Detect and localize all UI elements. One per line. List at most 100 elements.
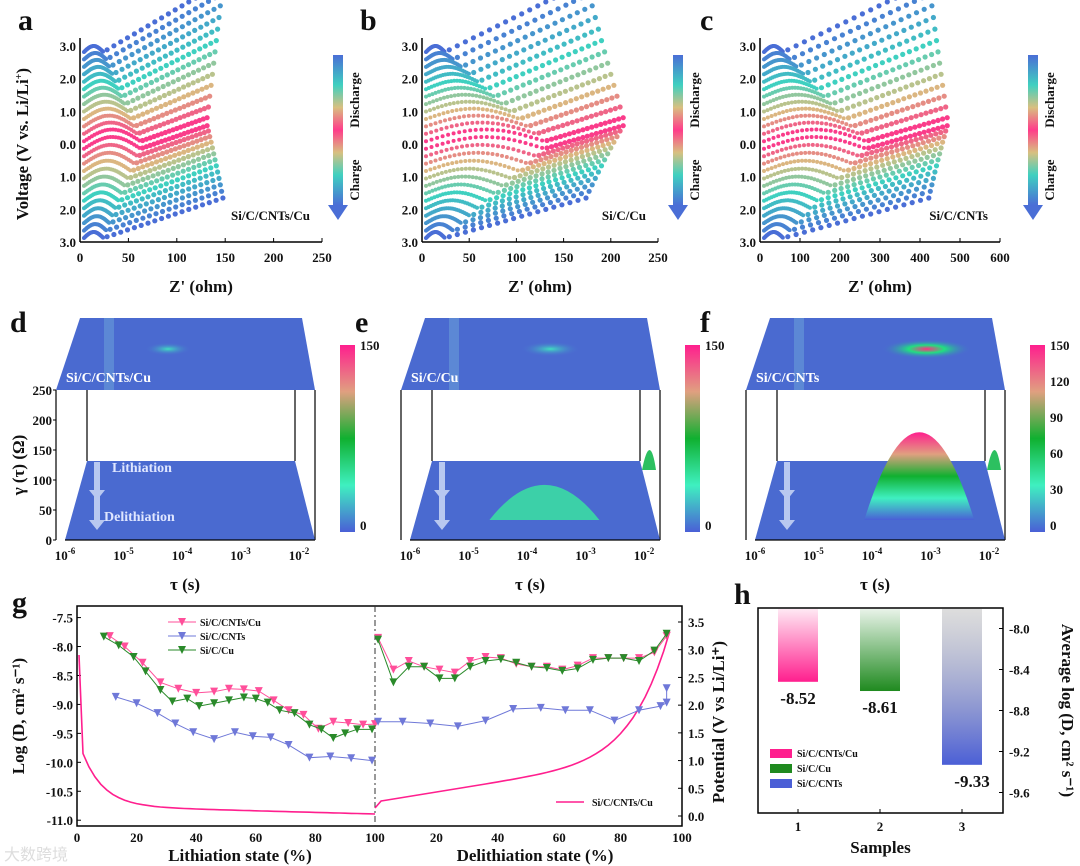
data-point	[762, 154, 766, 159]
data-point	[515, 116, 520, 121]
data-point	[584, 133, 590, 139]
data-point	[589, 132, 595, 138]
data-point	[427, 100, 432, 105]
data-point	[614, 93, 620, 99]
data-point	[579, 139, 585, 146]
x-axis-label: Z' (ohm)	[508, 277, 572, 296]
data-point	[828, 145, 833, 149]
y-tick-label: 250	[33, 383, 53, 398]
y-tick-label: 0.0	[740, 137, 756, 152]
data-point	[594, 100, 600, 106]
data-point	[457, 115, 462, 120]
x-tick-label: 200	[264, 250, 284, 265]
data-point	[193, 109, 199, 115]
data-point	[868, 107, 874, 113]
data-point	[541, 151, 547, 157]
data-point	[875, 185, 882, 192]
data-marker	[254, 687, 263, 696]
data-point	[797, 121, 802, 126]
data-point	[213, 38, 219, 44]
data-point	[859, 11, 866, 17]
data-point	[473, 135, 478, 140]
data-point	[512, 130, 517, 135]
data-point	[845, 189, 852, 195]
data-point	[208, 165, 214, 171]
data-point	[175, 170, 181, 176]
data-point	[563, 154, 569, 160]
y-axis-label: Average log (D, cm² s⁻¹)	[1058, 624, 1077, 797]
data-point	[592, 175, 598, 181]
x-tick-label: 50	[122, 250, 135, 265]
data-point	[589, 124, 595, 130]
data-point	[593, 130, 599, 137]
data-point	[526, 129, 531, 134]
data-point	[543, 206, 549, 212]
data-point	[131, 60, 137, 66]
data-point	[589, 102, 595, 108]
data-point	[924, 65, 930, 71]
data-point	[201, 65, 207, 71]
data-point	[495, 181, 500, 186]
data-point	[185, 82, 191, 88]
data-point	[438, 157, 443, 161]
data-point	[599, 98, 605, 104]
data-point	[199, 195, 205, 201]
data-point	[119, 209, 125, 215]
data-point	[142, 169, 148, 175]
data-point	[470, 58, 476, 65]
data-point	[443, 184, 448, 189]
data-point	[159, 74, 165, 80]
data-point	[844, 122, 849, 127]
data-point	[768, 106, 773, 111]
data-point	[571, 0, 577, 4]
data-point	[220, 195, 226, 201]
impedance-curve	[762, 0, 924, 62]
data-marker	[585, 706, 594, 715]
data-point	[765, 100, 770, 105]
data-point	[917, 197, 924, 203]
data-point	[839, 32, 846, 38]
data-point	[485, 51, 491, 58]
data-point	[918, 32, 924, 38]
data-point	[775, 171, 780, 175]
colorbar-label-charge: Charge	[1042, 159, 1057, 200]
data-point	[521, 197, 527, 203]
data-point	[830, 164, 835, 168]
data-point	[569, 162, 575, 168]
data-point	[790, 174, 795, 179]
data-point	[831, 107, 836, 112]
colorbar-tick-label: 150	[705, 338, 725, 353]
data-point	[185, 147, 191, 153]
data-point	[152, 19, 158, 25]
data-point	[205, 147, 211, 153]
data-point	[766, 145, 771, 149]
data-point	[474, 175, 479, 180]
data-point	[603, 132, 609, 138]
data-point	[821, 170, 825, 175]
data-point	[930, 127, 937, 133]
data-point	[812, 177, 817, 182]
data-point	[116, 198, 121, 203]
impedance-curve	[424, 0, 583, 62]
data-point	[478, 225, 485, 231]
data-point	[180, 44, 186, 50]
data-point	[459, 167, 464, 171]
data-point	[110, 213, 115, 218]
data-point	[466, 151, 471, 156]
data-point	[841, 148, 846, 153]
data-point	[856, 111, 863, 117]
data-point	[775, 104, 780, 109]
data-point	[879, 37, 885, 43]
data-point	[432, 166, 437, 171]
data-point	[935, 125, 941, 131]
data-point	[467, 106, 472, 111]
data-point	[147, 71, 153, 77]
data-point	[931, 97, 937, 103]
data-point	[868, 53, 874, 59]
data-point	[199, 142, 205, 149]
data-point	[928, 132, 934, 138]
data-point	[131, 225, 137, 231]
x-tick-label-delith: 20	[430, 830, 443, 845]
data-point	[424, 102, 428, 107]
data-point	[114, 224, 120, 230]
